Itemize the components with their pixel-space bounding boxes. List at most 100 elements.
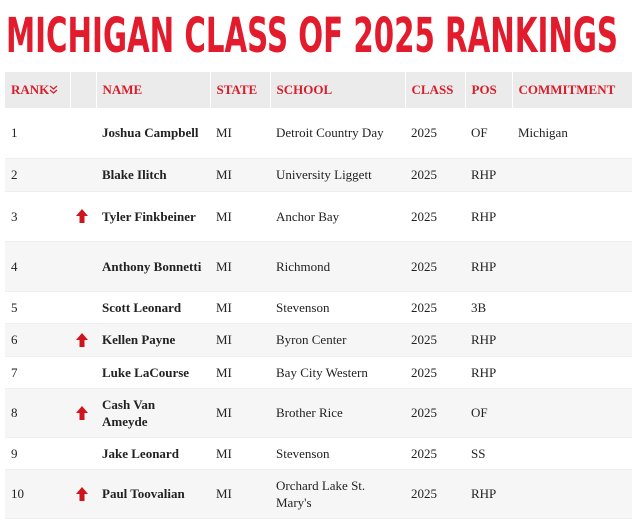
column-header: CLASS bbox=[405, 72, 466, 108]
school-cell: Byron Center bbox=[270, 323, 405, 357]
title-bar: MICHIGAN CLASS OF 2025 RANKINGS bbox=[6, 8, 618, 62]
school-cell: Anchor Bay bbox=[270, 191, 405, 242]
class-cell: 2025 bbox=[405, 388, 465, 438]
pos-cell: RHP bbox=[465, 469, 512, 519]
rank-cell: 2 bbox=[5, 158, 70, 192]
name-cell: Cash Van Ameyde bbox=[96, 388, 210, 438]
commitment-cell bbox=[512, 241, 632, 292]
table-body: 1 Joshua Campbell MI Detroit Country Day 202… bbox=[5, 108, 632, 519]
state-cell: MI bbox=[210, 191, 270, 242]
commitment-cell bbox=[512, 356, 632, 389]
name-cell: Scott Leonard bbox=[96, 291, 210, 324]
commitment-cell bbox=[512, 388, 632, 438]
table-row: 7 Luke LaCourse MI Bay City Western 2025 RHP bbox=[5, 356, 632, 389]
name-cell: Joshua Campbell bbox=[96, 108, 210, 159]
column-header-spacer bbox=[70, 72, 97, 108]
state-cell: MI bbox=[210, 469, 270, 519]
state-cell: MI bbox=[210, 291, 270, 324]
rank-cell: 9 bbox=[5, 437, 70, 470]
up-arrow bbox=[76, 332, 88, 347]
commitment-cell bbox=[512, 469, 632, 519]
table-row: 2 Blake Ilitch MI University Liggett 2025 RHP bbox=[5, 158, 632, 192]
table-row: 8 Cash Van Ameyde MI Brother Rice 2025 OF bbox=[5, 388, 632, 438]
up-arrow bbox=[76, 486, 88, 501]
table-row: 6 Kellen Payne MI Byron Center 2025 RHP bbox=[5, 323, 632, 357]
trend-cell bbox=[70, 469, 96, 519]
table-row: 5 Scott Leonard MI Stevenson 2025 3B bbox=[5, 291, 632, 324]
school-cell: Bay City Western bbox=[270, 356, 405, 389]
trend-cell bbox=[70, 191, 96, 242]
rank-cell: 7 bbox=[5, 356, 70, 389]
school-cell: Stevenson bbox=[270, 291, 405, 324]
commitment-cell bbox=[512, 323, 632, 357]
class-cell: 2025 bbox=[405, 158, 465, 192]
table-row: 9 Jake Leonard MI Stevenson 2025 SS bbox=[5, 437, 632, 470]
pos-cell: SS bbox=[465, 437, 512, 470]
rank-cell: 8 bbox=[5, 388, 70, 438]
rank-cell: 3 bbox=[5, 191, 70, 242]
rank-cell: 1 bbox=[5, 108, 70, 159]
trend-cell bbox=[70, 388, 96, 438]
class-cell: 2025 bbox=[405, 241, 465, 292]
state-cell: MI bbox=[210, 158, 270, 192]
name-cell: Jake Leonard bbox=[96, 437, 210, 470]
rank-cell: 4 bbox=[5, 241, 70, 292]
trend-cell bbox=[70, 437, 96, 470]
rank-cell: 5 bbox=[5, 291, 70, 324]
class-cell: 2025 bbox=[405, 469, 465, 519]
table-row: 1 Joshua Campbell MI Detroit Country Day 202… bbox=[5, 108, 632, 159]
commitment-cell: Michigan bbox=[512, 108, 632, 159]
commitment-cell bbox=[512, 191, 632, 242]
column-header: SCHOOL bbox=[270, 72, 406, 108]
state-cell: MI bbox=[210, 356, 270, 389]
pos-cell: RHP bbox=[465, 158, 512, 192]
commitment-cell bbox=[512, 437, 632, 470]
page-title: MICHIGAN CLASS OF 2025 RANKINGS bbox=[6, 8, 618, 62]
class-cell: 2025 bbox=[405, 191, 465, 242]
pos-cell: 3B bbox=[465, 291, 512, 324]
pos-cell: RHP bbox=[465, 191, 512, 242]
school-cell: Detroit Country Day bbox=[270, 108, 405, 159]
class-cell: 2025 bbox=[405, 323, 465, 357]
rank-cell: 6 bbox=[5, 323, 70, 357]
school-cell: Richmond bbox=[270, 241, 405, 292]
table-row: 3 Tyler Finkbeiner MI Anchor Bay 2025 RHP bbox=[5, 191, 632, 242]
school-cell: University Liggett bbox=[270, 158, 405, 192]
trend-cell bbox=[70, 291, 96, 324]
name-cell: Kellen Payne bbox=[96, 323, 210, 357]
name-cell: Luke LaCourse bbox=[96, 356, 210, 389]
header-row: RANK NAME STATE SCHOOL CLASS POS COMMITMENT bbox=[5, 72, 632, 108]
class-cell: 2025 bbox=[405, 108, 465, 159]
commitment-cell bbox=[512, 158, 632, 192]
up-arrow bbox=[76, 405, 88, 420]
name-cell: Anthony Bonnetti bbox=[96, 241, 210, 292]
commitment-cell bbox=[512, 291, 632, 324]
trend-cell bbox=[70, 241, 96, 292]
pos-cell: RHP bbox=[465, 356, 512, 389]
state-cell: MI bbox=[210, 388, 270, 438]
rank-cell: 10 bbox=[5, 469, 70, 519]
school-cell: Orchard Lake St. Mary's bbox=[270, 469, 405, 519]
state-cell: MI bbox=[210, 437, 270, 470]
trend-cell bbox=[70, 158, 96, 192]
column-header[interactable]: RANK bbox=[5, 72, 71, 108]
state-cell: MI bbox=[210, 323, 270, 357]
column-header: COMMITMENT bbox=[512, 72, 632, 108]
class-cell: 2025 bbox=[405, 356, 465, 389]
pos-cell: RHP bbox=[465, 241, 512, 292]
trend-cell bbox=[70, 323, 96, 357]
school-cell: Brother Rice bbox=[270, 388, 405, 438]
name-cell: Tyler Finkbeiner bbox=[96, 191, 210, 242]
table-row: 4 Anthony Bonnetti MI Richmond 2025 RHP bbox=[5, 241, 632, 292]
up-arrow bbox=[76, 209, 88, 223]
trend-cell bbox=[70, 108, 96, 159]
sort-icon[interactable] bbox=[49, 85, 58, 94]
column-header: POS bbox=[465, 72, 513, 108]
column-header: NAME bbox=[96, 72, 211, 108]
pos-cell: OF bbox=[465, 388, 512, 438]
state-cell: MI bbox=[210, 108, 270, 159]
school-cell: Stevenson bbox=[270, 437, 405, 470]
pos-cell: OF bbox=[465, 108, 512, 159]
